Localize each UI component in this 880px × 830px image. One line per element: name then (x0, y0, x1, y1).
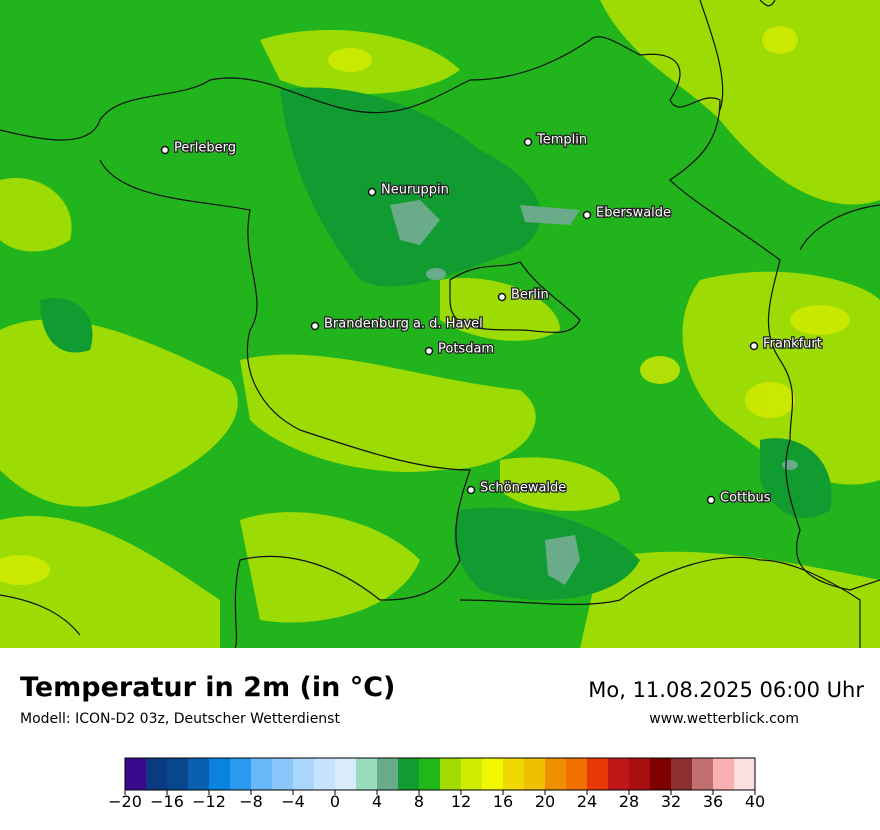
colorbar-tick-label: 40 (745, 792, 765, 811)
city-label: Perleberg (174, 141, 236, 156)
colorbar-bin (524, 758, 545, 790)
city-marker (749, 341, 759, 351)
city-label: Berlin (511, 288, 549, 303)
colorbar-bin (629, 758, 650, 790)
city-marker (466, 485, 476, 495)
colorbar-bin (251, 758, 272, 790)
city-marker (424, 346, 434, 356)
borders (0, 0, 880, 648)
colorbar-bin (713, 758, 734, 790)
colorbar-tick-label: −12 (192, 792, 226, 811)
colorbar-bin (377, 758, 398, 790)
colorbar-tick-label: 4 (372, 792, 382, 811)
model-info: Modell: ICON-D2 03z, Deutscher Wetterdie… (20, 711, 340, 727)
city-label: Potsdam (438, 342, 494, 357)
colorbar-tick-label: 32 (661, 792, 681, 811)
colorbar-bin (167, 758, 188, 790)
colorbar-bin (482, 758, 503, 790)
colorbar-tick-label: 20 (535, 792, 555, 811)
colorbar-tick-label: 28 (619, 792, 639, 811)
city-label: Cottbus (720, 491, 771, 506)
colorbar-bin (440, 758, 461, 790)
website: www.wetterblick.com (649, 711, 799, 727)
colorbar-bin (650, 758, 671, 790)
colorbar-bin (671, 758, 692, 790)
city-marker (367, 187, 377, 197)
colorbar-tick-label: −4 (281, 792, 305, 811)
colorbar-bin (272, 758, 293, 790)
colorbar-bin (230, 758, 251, 790)
city-label: Eberswalde (596, 206, 671, 221)
datetime: Mo, 11.08.2025 06:00 Uhr (588, 678, 864, 702)
colorbar-tick-label: −20 (108, 792, 142, 811)
colorbar-bin (419, 758, 440, 790)
colorbar: −20 −16 −12 −8 −4 0 4 8 12 16 20 24 28 32 36 40 (108, 757, 765, 811)
map: Perleberg Neuruppin Templin Eberswalde Berli… (0, 0, 880, 648)
warm-areas (0, 0, 880, 648)
city-marker (310, 321, 320, 331)
colorbar-bin (608, 758, 629, 790)
colorbar-tick-label: −16 (150, 792, 184, 811)
city-label: Brandenburg a. d. Havel (324, 317, 483, 332)
colorbar-bin (209, 758, 230, 790)
colorbar-tick-label: 0 (330, 792, 340, 811)
colorbar-tick-label: 16 (493, 792, 513, 811)
city-marker (706, 495, 716, 505)
city-label: Templin (536, 133, 587, 148)
colorbar-bin (503, 758, 524, 790)
city-label: Schönewalde (480, 481, 566, 496)
colorbar-tick-label: 8 (414, 792, 424, 811)
colorbar-bin (545, 758, 566, 790)
colorbar-tick-label: 12 (451, 792, 471, 811)
title: Temperatur in 2m (in °C) (20, 672, 396, 703)
hot-spots (0, 26, 850, 585)
colorbar-tick-label: 24 (577, 792, 597, 811)
colorbar-bin (335, 758, 356, 790)
city-label: Frankfurt (763, 337, 822, 352)
colorbar-bin (566, 758, 587, 790)
cities: Perleberg Neuruppin Templin Eberswalde Berli… (160, 131, 823, 507)
cool-areas (40, 87, 832, 600)
city-marker (160, 145, 170, 155)
city-marker (582, 210, 592, 220)
colorbar-bin (356, 758, 377, 790)
city-marker (523, 137, 533, 147)
colorbar-tick-label: −8 (239, 792, 263, 811)
colorbar-bin (587, 758, 608, 790)
colorbar-tick-label: 36 (703, 792, 723, 811)
colorbar-bin (692, 758, 713, 790)
colorbar-bin (293, 758, 314, 790)
city-label: Neuruppin (381, 183, 449, 198)
colorbar-frame (124, 757, 756, 791)
city-marker (497, 292, 507, 302)
colorbar-bin (146, 758, 167, 790)
colorbar-bin (398, 758, 419, 790)
cold-spots (390, 200, 798, 585)
colorbar-bin (188, 758, 209, 790)
colorbar-bin (314, 758, 335, 790)
colorbar-bin (734, 758, 755, 790)
colorbar-bin (461, 758, 482, 790)
colorbar-bin (125, 758, 146, 790)
